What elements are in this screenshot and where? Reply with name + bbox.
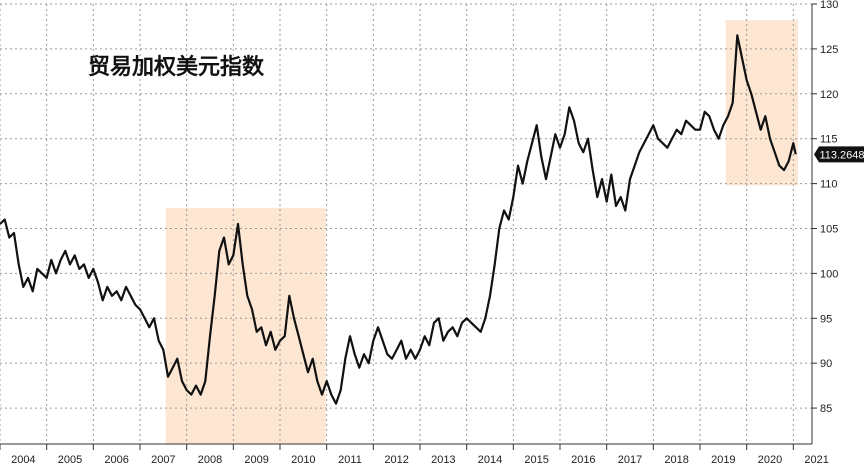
x-tick-label: 2017 — [618, 454, 642, 466]
last-value-label: 113.2648 — [819, 149, 864, 161]
x-tick-label: 2019 — [711, 454, 735, 466]
x-tick-label: 2005 — [58, 454, 82, 466]
chart-title: 贸易加权美元指数 — [88, 54, 265, 80]
highlight-layer — [165, 20, 798, 444]
x-tick-label: 2009 — [244, 454, 268, 466]
x-tick-label: 2010 — [291, 454, 315, 466]
y-tick-label: 85 — [820, 403, 832, 415]
x-tick-label: 2004 — [11, 454, 35, 466]
x-tick-label: 2006 — [104, 454, 128, 466]
x-tick-label: 2018 — [664, 454, 688, 466]
x-tick-label: 2013 — [431, 454, 455, 466]
x-tick-label: 2008 — [198, 454, 222, 466]
y-tick-label: 100 — [820, 268, 838, 280]
x-tick-label: 2012 — [384, 454, 408, 466]
x-tick-label: 2007 — [151, 454, 175, 466]
last-value-badge: 113.2648 — [814, 146, 864, 163]
last-value-badge-bg — [814, 146, 864, 163]
y-tick-label: 110 — [820, 179, 838, 191]
y-tick-label: 125 — [820, 44, 838, 56]
highlight-region-1 — [165, 207, 326, 444]
y-tick-label: 90 — [820, 358, 832, 370]
x-tick-label: 2021 — [804, 454, 828, 466]
series-layer — [0, 34, 797, 405]
x-tick-label: 2020 — [758, 454, 782, 466]
y-tick-label: 130 — [820, 0, 838, 11]
y-tick-label: 95 — [820, 313, 832, 325]
x-tick-label: 2014 — [478, 454, 502, 466]
series-line-1 — [0, 34, 797, 405]
x-tick-label: 2016 — [571, 454, 595, 466]
y-tick-label: 105 — [820, 223, 838, 235]
y-tick-label: 115 — [820, 134, 838, 146]
grid-layer — [0, 3, 812, 444]
x-tick-label: 2015 — [524, 454, 548, 466]
y-tick-label: 120 — [820, 89, 838, 101]
highlight-region-2 — [725, 20, 798, 186]
x-tick-label: 2011 — [338, 454, 362, 466]
